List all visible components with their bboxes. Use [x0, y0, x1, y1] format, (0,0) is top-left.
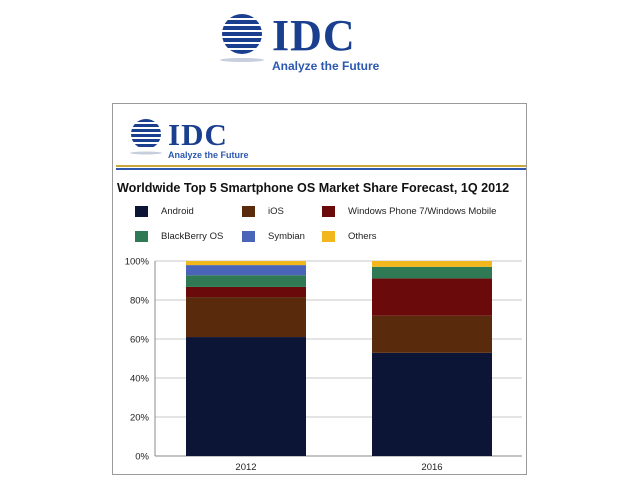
y-tick-label: 80% [130, 296, 150, 307]
chart-title: Worldwide Top 5 Smartphone OS Market Sha… [117, 181, 510, 195]
legend-swatch [322, 231, 335, 242]
idc-brand-text: IDC [168, 117, 228, 152]
bar-segment [372, 278, 492, 316]
legend-label: iOS [268, 206, 284, 217]
bar-segment [372, 315, 492, 353]
legend-label: Others [348, 231, 377, 242]
legend-swatch [135, 231, 148, 242]
globe-icon [130, 119, 162, 155]
idc-brand-text: IDC [272, 11, 356, 60]
legend-item-android: Android [135, 206, 194, 217]
x-tick-label: 2012 [235, 462, 256, 473]
legend-swatch [242, 231, 255, 242]
legend-label: Android [161, 206, 194, 217]
bar-segment [186, 337, 306, 456]
bar-segment [186, 286, 306, 298]
legend-label: Symbian [268, 231, 305, 242]
bar-segment [186, 261, 306, 266]
y-tick-label: 40% [130, 374, 150, 385]
globe-icon [220, 14, 264, 62]
y-tick-label: 20% [130, 413, 150, 424]
bar-segment [372, 266, 492, 279]
bar-segment [186, 265, 306, 276]
x-tick-label: 2016 [421, 462, 442, 473]
legend-swatch [322, 206, 335, 217]
idc-tagline: Analyze the Future [272, 59, 380, 73]
legend-item-ios: iOS [242, 206, 284, 217]
legend-swatch [135, 206, 148, 217]
y-tick-label: 60% [130, 335, 150, 346]
legend-item-others: Others [322, 231, 377, 242]
chart-frame [112, 103, 527, 475]
bar-segment [186, 297, 306, 338]
legend-item-symbian: Symbian [242, 231, 305, 242]
y-tick-label: 100% [125, 257, 150, 268]
bar-segment [372, 352, 492, 456]
y-tick-label: 0% [135, 452, 149, 463]
idc-tagline: Analyze the Future [168, 150, 249, 160]
legend-label: BlackBerry OS [161, 231, 224, 242]
bar-segment [186, 275, 306, 287]
blue-divider [116, 168, 526, 170]
idc-chart-logo: IDC Analyze the Future [127, 117, 249, 160]
idc-header-logo: IDC Analyze the Future [216, 10, 379, 73]
legend-item-windows-phone: Windows Phone 7/Windows Mobile [322, 206, 496, 217]
legend-item-blackberry: BlackBerry OS [135, 231, 223, 242]
legend-label: Windows Phone 7/Windows Mobile [348, 206, 497, 217]
legend-swatch [242, 206, 255, 217]
gold-divider [116, 165, 526, 167]
bar-segment [372, 261, 492, 267]
